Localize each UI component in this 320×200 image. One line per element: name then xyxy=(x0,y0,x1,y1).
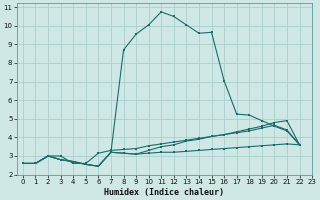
X-axis label: Humidex (Indice chaleur): Humidex (Indice chaleur) xyxy=(104,188,224,197)
